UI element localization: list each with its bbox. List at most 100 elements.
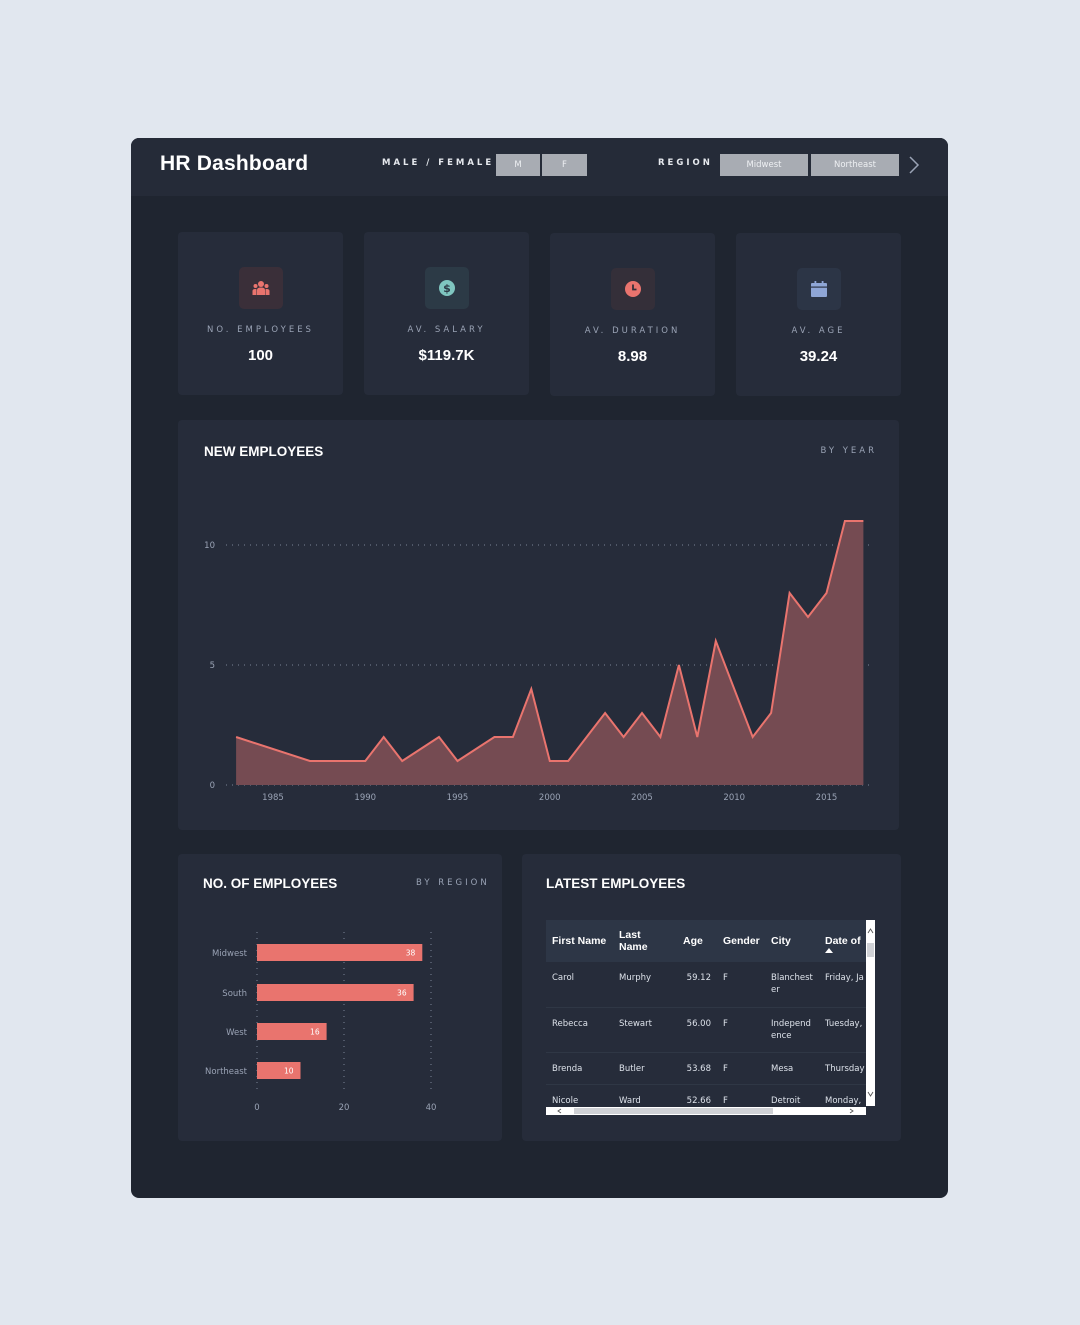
- cell-age: 53.68: [677, 1052, 717, 1085]
- table-header-row: First Name Last Name Age Gender City Dat…: [546, 920, 866, 962]
- gender-filter-female-button[interactable]: F: [542, 154, 587, 176]
- svg-text:16: 16: [310, 1028, 320, 1037]
- panel-title: LATEST EMPLOYEES: [546, 876, 686, 891]
- table-row[interactable]: Nicole Ward 52.66 F Detroit Monday,: [546, 1084, 866, 1114]
- cell-last-name: Stewart: [613, 1007, 677, 1053]
- svg-text:South: South: [222, 989, 247, 999]
- column-header-date[interactable]: Date of: [819, 920, 866, 962]
- dashboard-frame: HR Dashboard MALE / FEMALE M F REGION Mi…: [131, 138, 948, 1198]
- svg-text:0: 0: [254, 1103, 259, 1113]
- column-header-gender[interactable]: Gender: [717, 920, 765, 962]
- svg-text:2015: 2015: [816, 793, 838, 803]
- column-header-date-label: Date of: [825, 935, 861, 947]
- cell-gender: F: [723, 1095, 728, 1106]
- kpi-value: 39.24: [799, 348, 838, 365]
- horizontal-scroll-thumb[interactable]: [574, 1108, 773, 1114]
- cell-age: 56.00: [677, 1007, 717, 1053]
- cell-gender: F: [717, 962, 765, 1008]
- panel-subtitle: BY REGION: [416, 878, 490, 888]
- gender-filter-label: MALE / FEMALE: [382, 158, 495, 168]
- people-icon: [238, 267, 283, 309]
- scroll-left-icon[interactable]: [557, 1108, 562, 1114]
- kpi-card-duration: AV. DURATION 8.98: [550, 233, 715, 396]
- cell-date: Tuesday,: [819, 1007, 866, 1053]
- column-header-last-name[interactable]: Last Name: [613, 920, 677, 962]
- scroll-up-icon[interactable]: [867, 928, 874, 934]
- panel-subtitle: BY YEAR: [820, 446, 877, 456]
- svg-text:$: $: [443, 282, 451, 295]
- latest-employees-table: First Name Last Name Age Gender City Dat…: [546, 920, 866, 1114]
- cell-last-name: Butler: [613, 1052, 677, 1085]
- svg-text:5: 5: [210, 661, 215, 671]
- employees-by-region-panel: NO. OF EMPLOYEES BY REGION 0 20 40 38 Midwes…: [178, 854, 502, 1141]
- cell-date: Thursday: [819, 1052, 866, 1085]
- column-header-first-name[interactable]: First Name: [546, 920, 613, 962]
- svg-text:36: 36: [397, 989, 407, 998]
- svg-text:10: 10: [204, 541, 215, 551]
- clock-icon: [610, 268, 655, 310]
- column-header-city[interactable]: City: [765, 920, 819, 962]
- kpi-value: $119.7K: [418, 347, 475, 364]
- region-filter-midwest-button[interactable]: Midwest: [720, 154, 808, 176]
- cell-city: Detroit: [771, 1095, 801, 1106]
- cell-age: 59.12: [677, 962, 717, 1008]
- dollar-icon: $: [424, 267, 469, 309]
- cell-city: Independ ence: [765, 1007, 819, 1053]
- svg-text:38: 38: [406, 949, 416, 958]
- cell-gender: F: [717, 1007, 765, 1053]
- table-row[interactable]: Brenda Butler 53.68 F Mesa Thursday: [546, 1052, 866, 1085]
- latest-employees-table-viewport: First Name Last Name Age Gender City Dat…: [546, 920, 866, 1115]
- calendar-icon: [796, 268, 841, 310]
- region-filter-label: REGION: [658, 158, 713, 168]
- vertical-scroll-thumb[interactable]: [867, 943, 874, 957]
- kpi-value: 100: [247, 347, 274, 364]
- cell-city: Blanchest er: [765, 962, 819, 1008]
- cell-gender: F: [717, 1052, 765, 1085]
- kpi-value: 8.98: [617, 348, 648, 365]
- scroll-right-icon[interactable]: [849, 1108, 854, 1114]
- kpi-label: AV. SALARY: [407, 325, 486, 335]
- table-vertical-scrollbar[interactable]: [866, 920, 875, 1106]
- svg-text:1985: 1985: [262, 793, 284, 803]
- table-row[interactable]: Rebecca Stewart 56.00 F Independ ence Tu…: [546, 1007, 866, 1053]
- header-bar: HR Dashboard MALE / FEMALE M F REGION Mi…: [131, 138, 948, 196]
- kpi-label: AV. AGE: [791, 326, 846, 336]
- chevron-right-icon[interactable]: [907, 155, 921, 175]
- page-title: HR Dashboard: [160, 152, 309, 175]
- table-row[interactable]: Carol Murphy 59.12 F Blanchest er Friday…: [546, 962, 866, 1008]
- svg-text:2010: 2010: [723, 793, 745, 803]
- svg-text:West: West: [226, 1028, 248, 1038]
- svg-text:2005: 2005: [631, 793, 653, 803]
- cell-first-name: Nicole: [552, 1095, 579, 1106]
- cell-first-name: Brenda: [546, 1052, 613, 1085]
- kpi-label: AV. DURATION: [584, 326, 681, 336]
- svg-text:1995: 1995: [447, 793, 469, 803]
- panel-title: NEW EMPLOYEES: [204, 444, 324, 459]
- svg-text:20: 20: [339, 1103, 350, 1113]
- cell-date: Monday,: [825, 1095, 862, 1106]
- employees-by-region-bar-chart[interactable]: 0 20 40 38 Midwest 36 South 16 West 10 Northeast: [178, 854, 502, 1141]
- svg-text:40: 40: [426, 1103, 437, 1113]
- svg-text:Northeast: Northeast: [205, 1067, 248, 1077]
- svg-text:10: 10: [284, 1067, 294, 1076]
- cell-city: Mesa: [765, 1052, 819, 1085]
- svg-text:2000: 2000: [539, 793, 561, 803]
- cell-last-name: Murphy: [613, 962, 677, 1008]
- kpi-label: NO. EMPLOYEES: [207, 325, 314, 335]
- kpi-card-age: AV. AGE 39.24: [736, 233, 901, 396]
- kpi-card-employees: NO. EMPLOYEES 100: [178, 232, 343, 395]
- panel-title: NO. OF EMPLOYEES: [203, 876, 338, 891]
- cell-first-name: Rebecca: [546, 1007, 613, 1053]
- svg-text:1990: 1990: [354, 793, 376, 803]
- cell-last-name: Ward: [619, 1095, 641, 1106]
- column-header-age[interactable]: Age: [677, 920, 717, 962]
- latest-employees-panel: LATEST EMPLOYEES First Name Last Name Ag…: [522, 854, 901, 1141]
- scroll-down-icon[interactable]: [867, 1091, 874, 1097]
- gender-filter-male-button[interactable]: M: [496, 154, 540, 176]
- new-employees-panel: NEW EMPLOYEES BY YEAR 0 5 10 1985 1990 1995 20…: [178, 420, 899, 830]
- table-horizontal-scrollbar[interactable]: [546, 1107, 866, 1115]
- new-employees-area-chart[interactable]: 0 5 10 1985 1990 1995 2000 2005 2010 2015: [178, 420, 899, 830]
- region-filter-northeast-button[interactable]: Northeast: [811, 154, 899, 176]
- sort-ascending-icon: [825, 948, 833, 953]
- kpi-card-salary: $ AV. SALARY $119.7K: [364, 232, 529, 395]
